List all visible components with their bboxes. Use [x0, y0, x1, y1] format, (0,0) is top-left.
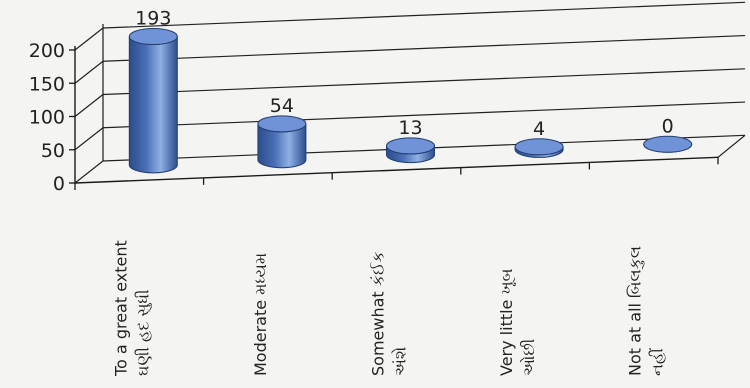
gridline-side	[74, 94, 104, 117]
x-category-label: To a great extent	[111, 240, 130, 377]
bar	[128, 28, 178, 174]
x-category-label: Somewhat કંઈક	[369, 251, 388, 376]
bars	[128, 28, 693, 174]
y-tick-label: 200	[29, 40, 65, 62]
x-axis	[74, 156, 719, 184]
gridline-side	[74, 60, 104, 84]
bar-top	[643, 135, 693, 153]
data-label: 193	[135, 8, 171, 30]
x-category-label: Not at all બિલકુલ	[626, 246, 645, 376]
gridline	[102, 1, 746, 29]
bar-top	[257, 115, 307, 133]
bar-body	[128, 36, 178, 174]
data-label: 13	[398, 117, 422, 139]
y-tick-label: 100	[29, 107, 65, 129]
bar	[514, 138, 564, 158]
gridline	[102, 68, 746, 96]
bar	[643, 135, 693, 153]
labels: 0 50 100 150 200 193 To a great extent ઘણી હદ સ…	[29, 8, 674, 377]
data-label: 54	[270, 95, 294, 117]
gridline-side	[74, 127, 104, 151]
bar-top	[128, 28, 178, 46]
axes	[69, 24, 746, 190]
y-tick-label: 0	[53, 173, 65, 195]
y-tick-label: 150	[29, 73, 65, 95]
bar-top	[514, 138, 564, 156]
gridline-side	[74, 27, 104, 51]
bar-top	[386, 137, 435, 155]
gridlines	[74, 1, 746, 184]
data-label: 0	[662, 115, 674, 137]
x-category-label: ઓછી	[519, 339, 538, 376]
gridline-side	[74, 160, 104, 184]
x-category-label: અંશે	[390, 347, 409, 376]
x-category-label: ઘણી હદ સુધી	[133, 289, 152, 376]
gridline	[102, 101, 746, 129]
x-category-label: Moderate મધ્યમ	[251, 253, 270, 376]
floor-edge	[717, 134, 746, 158]
data-label: 4	[533, 118, 545, 140]
x-category-label: Very little ખૂબ	[497, 268, 516, 376]
bar	[386, 137, 435, 164]
bar	[257, 115, 307, 169]
y-tick-label: 50	[41, 140, 65, 162]
gridline	[102, 34, 746, 62]
x-category-label: નહીં	[648, 348, 667, 376]
